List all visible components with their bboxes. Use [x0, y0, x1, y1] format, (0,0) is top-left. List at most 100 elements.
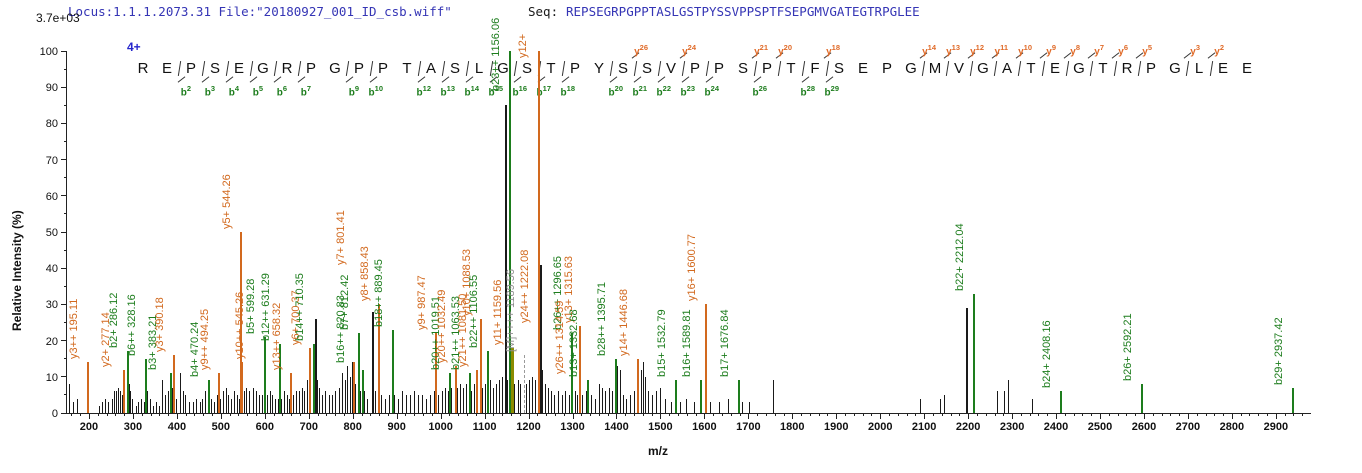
spectrum-peak: [623, 394, 625, 413]
y-axis-tick-label: 30: [45, 299, 58, 312]
spectrum-peak-b: [207, 380, 210, 413]
spectrum-peak: [401, 391, 403, 413]
x-axis-tick: [1258, 413, 1260, 416]
spectrum-peak: [180, 373, 182, 413]
x-axis-tick: [1143, 413, 1145, 419]
y-ion-label: y5: [1142, 43, 1152, 58]
peak-label: b16++ 820.83: [335, 295, 348, 363]
x-axis-tick: [343, 413, 345, 416]
y-ion-label: y10: [1018, 43, 1032, 58]
y-axis-tick: [61, 50, 67, 52]
x-axis-tick: [686, 413, 688, 416]
x-axis-tick-label: 2900: [1263, 421, 1289, 433]
residue-letter: E: [233, 60, 244, 77]
x-axis-tick: [414, 413, 416, 416]
x-axis-tick: [625, 413, 627, 416]
residue-S30: S: [827, 60, 851, 84]
spectrum-peak: [292, 394, 294, 413]
residue-letter: G: [1073, 60, 1085, 77]
spectrum-peak-b: [1059, 391, 1062, 413]
x-axis-tick-label: 1500: [648, 421, 673, 433]
spectrum-peak-b: [278, 344, 281, 413]
x-axis-tick: [590, 413, 592, 416]
spectrum-peak-y: [454, 365, 457, 413]
spectrum-peak-b: [509, 51, 512, 413]
spectrum-peak: [196, 398, 198, 413]
spectrum-peak: [611, 391, 613, 413]
spectrum-peak-y: [218, 373, 221, 413]
spectrum-peak-b: [449, 373, 452, 413]
y-ion-label: y6: [1118, 43, 1128, 58]
y-axis-tick: [64, 322, 67, 323]
spectrum-peak: [189, 402, 191, 413]
y-ion-label: y11: [994, 43, 1009, 58]
spectrum-peak-y: [308, 347, 311, 413]
spectrum-peak: [72, 402, 74, 413]
x-axis-tick: [581, 413, 583, 416]
spectrum-peak: [116, 391, 118, 413]
x-axis-tick-label: 700: [299, 421, 318, 433]
spectrum-peak-b: [699, 380, 702, 413]
x-axis-tick-label: 2300: [999, 421, 1025, 433]
x-axis-tick: [774, 413, 776, 416]
spectrum-peak: [140, 398, 142, 413]
spectrum-peak: [944, 394, 946, 413]
spectrum-peak: [409, 394, 411, 413]
x-axis-tick: [792, 413, 794, 419]
residue-letter: T: [402, 60, 412, 77]
peak-label: y3+ 390.18: [153, 297, 166, 353]
x-axis-tick: [836, 413, 838, 419]
x-axis-tick: [379, 413, 381, 416]
residue-letter: E: [857, 60, 868, 77]
y-ion-label: y14: [922, 43, 936, 58]
x-axis-tick: [1161, 413, 1163, 416]
x-axis-tick: [361, 413, 363, 416]
x-axis-tick: [1064, 413, 1066, 416]
x-axis-tick: [80, 413, 82, 416]
spectrum-peak: [471, 391, 473, 413]
spectrum-peak: [565, 391, 567, 413]
x-axis-tick: [897, 413, 899, 416]
x-axis-tick: [880, 413, 882, 419]
x-axis-tick: [431, 413, 433, 416]
spectrum-peak: [558, 391, 559, 413]
spectrum-peak: [98, 405, 100, 413]
x-axis-tick: [370, 413, 372, 416]
x-axis-tick: [467, 413, 468, 416]
spectrum-peak: [192, 402, 194, 413]
residue-letter: P: [377, 60, 388, 77]
spectrum-peak: [456, 387, 458, 413]
peak-label: b24+ 2408.16: [1040, 320, 1053, 389]
spectrum-peak: [772, 380, 774, 413]
spectrum-peak: [694, 402, 696, 413]
x-axis-tick: [387, 413, 389, 416]
b-ion-label: b3: [204, 84, 215, 99]
spectrum-peak-y: [476, 369, 479, 413]
spectrum-peak: [568, 394, 570, 413]
x-axis-tick: [97, 413, 99, 416]
x-axis-tick: [150, 413, 152, 416]
peak-label: y5+ 544.26: [221, 174, 234, 229]
y-axis-tick-label: 40: [45, 263, 58, 276]
peak-label: y24++ 1222.08: [519, 249, 532, 324]
residue-P25: P: [707, 60, 731, 84]
spectrum-peak: [210, 398, 212, 413]
x-axis-tick: [1126, 413, 1128, 416]
y-axis-tick: [61, 231, 67, 233]
x-axis-tick-label: 800: [343, 421, 362, 433]
x-axis-tick-label: 1200: [516, 421, 541, 433]
x-axis-tick: [352, 413, 354, 419]
x-axis-tick: [247, 413, 249, 416]
b-ion-label: b24: [704, 84, 719, 99]
residue-letter: M: [928, 60, 942, 77]
y-axis-tick: [64, 68, 67, 70]
spectrum-peak: [551, 391, 553, 413]
y-ion-label: y21: [754, 43, 768, 58]
spectrum-peak: [709, 402, 711, 413]
x-axis-tick: [176, 413, 178, 419]
